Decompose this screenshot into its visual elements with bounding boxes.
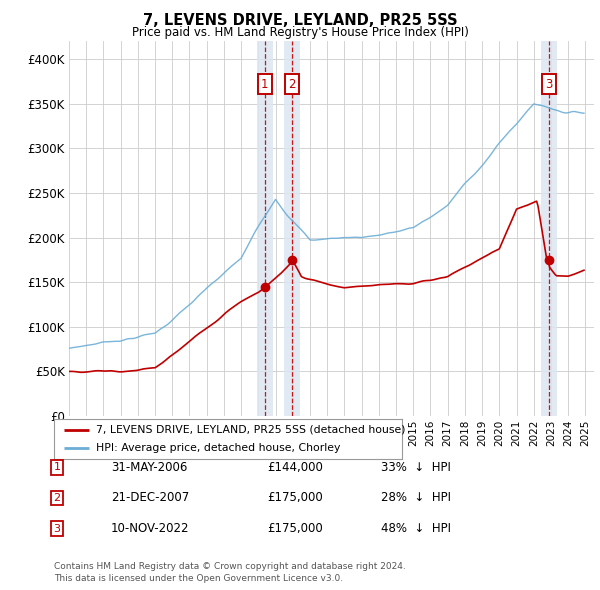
Bar [284,41,300,416]
Text: £175,000: £175,000 [267,522,323,535]
Bar [541,41,557,416]
Text: Contains HM Land Registry data © Crown copyright and database right 2024.
This d: Contains HM Land Registry data © Crown c… [54,562,406,583]
Text: 2: 2 [288,78,296,91]
Text: 7, LEVENS DRIVE, LEYLAND, PR25 5SS: 7, LEVENS DRIVE, LEYLAND, PR25 5SS [143,13,457,28]
Text: 1: 1 [53,463,61,472]
Text: 33%  ↓  HPI: 33% ↓ HPI [381,461,451,474]
Text: 3: 3 [53,524,61,533]
Text: 7, LEVENS DRIVE, LEYLAND, PR25 5SS (detached house): 7, LEVENS DRIVE, LEYLAND, PR25 5SS (deta… [96,425,405,435]
Text: 31-MAY-2006: 31-MAY-2006 [111,461,187,474]
Text: 28%  ↓  HPI: 28% ↓ HPI [381,491,451,504]
Text: 2: 2 [53,493,61,503]
Text: Price paid vs. HM Land Registry's House Price Index (HPI): Price paid vs. HM Land Registry's House … [131,26,469,39]
Text: 48%  ↓  HPI: 48% ↓ HPI [381,522,451,535]
Text: 1: 1 [261,78,269,91]
Text: £144,000: £144,000 [267,461,323,474]
Bar [257,41,272,416]
Text: 3: 3 [545,78,553,91]
Text: 21-DEC-2007: 21-DEC-2007 [111,491,189,504]
Text: £175,000: £175,000 [267,491,323,504]
Text: 10-NOV-2022: 10-NOV-2022 [111,522,190,535]
Text: HPI: Average price, detached house, Chorley: HPI: Average price, detached house, Chor… [96,443,340,453]
